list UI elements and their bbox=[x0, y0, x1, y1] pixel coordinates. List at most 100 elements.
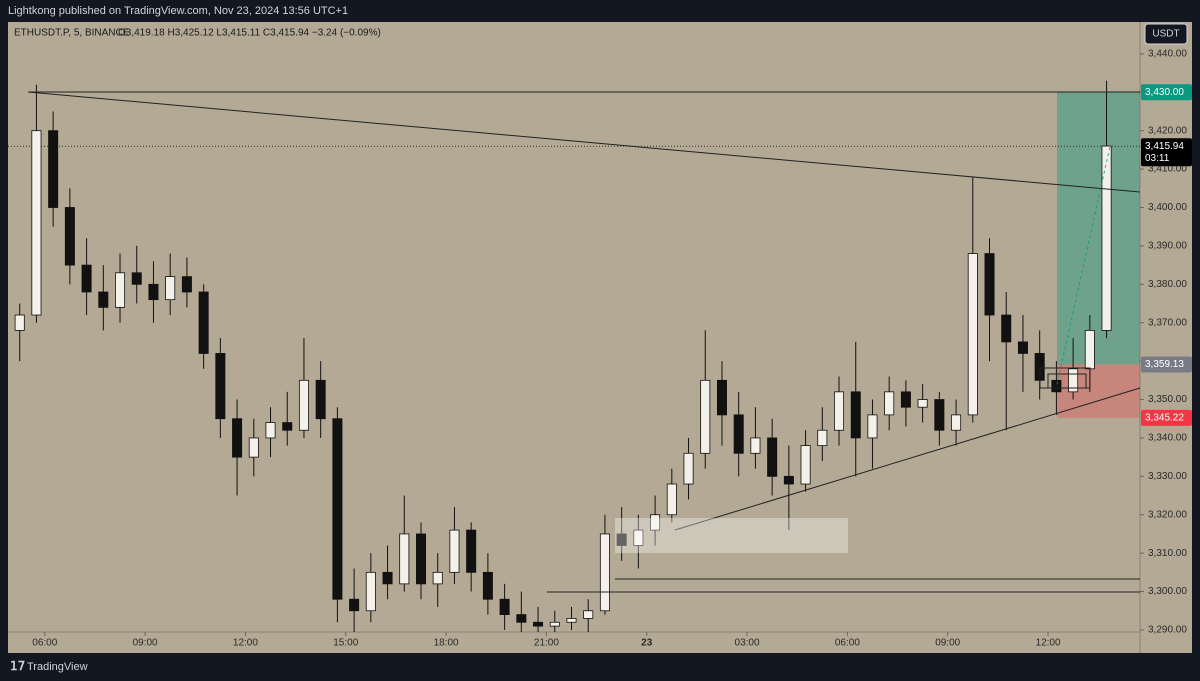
price-label: 3,359.13 bbox=[1145, 359, 1184, 370]
candle-body bbox=[783, 475, 794, 485]
candle bbox=[700, 330, 711, 469]
candle-body bbox=[1084, 329, 1095, 370]
candle-body bbox=[232, 418, 243, 458]
candle-body bbox=[131, 272, 142, 285]
x-tick-label: 18:00 bbox=[434, 638, 459, 649]
candle bbox=[315, 361, 326, 438]
candle-body bbox=[984, 253, 995, 316]
candle bbox=[265, 407, 276, 458]
candle-body bbox=[599, 533, 610, 612]
candle-body bbox=[750, 437, 761, 454]
y-tick-label: 3,370.00 bbox=[1148, 317, 1187, 328]
candle bbox=[365, 553, 376, 623]
candle-body bbox=[382, 571, 393, 585]
price-label: 3,345.22 bbox=[1145, 413, 1184, 424]
candle bbox=[884, 376, 895, 431]
candle bbox=[64, 188, 75, 285]
candle bbox=[683, 437, 694, 500]
y-tick-label: 3,380.00 bbox=[1148, 279, 1187, 290]
candle bbox=[984, 238, 995, 362]
box bbox=[1047, 373, 1087, 389]
y-tick-label: 3,350.00 bbox=[1148, 394, 1187, 405]
currency-button[interactable] bbox=[1144, 23, 1188, 45]
candle-body bbox=[215, 353, 226, 420]
candle-body bbox=[884, 391, 895, 416]
candle bbox=[566, 606, 577, 630]
candle-body bbox=[315, 379, 326, 420]
candle bbox=[817, 407, 828, 461]
candle-body bbox=[834, 391, 845, 431]
candle bbox=[332, 407, 343, 623]
candle-body bbox=[365, 571, 376, 612]
candle bbox=[248, 418, 259, 477]
candle bbox=[48, 111, 59, 227]
candle bbox=[298, 338, 309, 438]
candle-body bbox=[1017, 341, 1028, 354]
candle-body bbox=[148, 283, 159, 301]
candle bbox=[917, 384, 928, 423]
candle bbox=[115, 253, 126, 323]
candle-body bbox=[951, 414, 962, 431]
candle bbox=[14, 303, 25, 362]
candle bbox=[934, 391, 945, 446]
candle-body bbox=[633, 529, 644, 546]
x-tick-label: 12:00 bbox=[1036, 638, 1061, 649]
candle-body bbox=[817, 429, 828, 447]
candle-body bbox=[934, 399, 945, 431]
candle-body bbox=[482, 571, 493, 600]
candle-body bbox=[165, 276, 176, 301]
candle bbox=[633, 514, 644, 569]
candle bbox=[650, 495, 661, 546]
candle-body bbox=[14, 314, 25, 331]
candle-body bbox=[733, 414, 744, 454]
candle-body bbox=[867, 414, 878, 439]
candle-body bbox=[499, 598, 510, 615]
price-label: 3,430.00 bbox=[1145, 87, 1184, 98]
y-tick-label: 3,390.00 bbox=[1148, 241, 1187, 252]
candle-body bbox=[666, 483, 677, 516]
candle bbox=[432, 553, 443, 607]
candle-body bbox=[31, 130, 42, 316]
candle bbox=[482, 553, 493, 615]
candle-body bbox=[716, 379, 727, 416]
candle-body bbox=[81, 264, 92, 293]
candle bbox=[549, 610, 560, 632]
candle bbox=[181, 257, 192, 308]
candle bbox=[867, 399, 878, 469]
candle-body bbox=[917, 399, 928, 408]
candle-body bbox=[282, 422, 293, 431]
ohlc-legend: O3,419.18 H3,425.12 L3,415.11 C3,415.94 … bbox=[118, 28, 381, 39]
candle-body bbox=[248, 437, 259, 458]
candle-body bbox=[466, 529, 477, 573]
y-tick-label: 3,300.00 bbox=[1148, 586, 1187, 597]
y-tick-label: 3,310.00 bbox=[1148, 548, 1187, 559]
candle bbox=[1001, 291, 1012, 431]
candle bbox=[1017, 315, 1028, 392]
trend-line bbox=[674, 387, 1141, 531]
candle bbox=[382, 545, 393, 600]
target-path bbox=[1056, 146, 1111, 385]
plot-bg bbox=[8, 22, 1140, 653]
candle bbox=[666, 468, 677, 523]
candle-body bbox=[683, 452, 694, 485]
candle bbox=[148, 261, 159, 323]
y-tick-label: 3,340.00 bbox=[1148, 433, 1187, 444]
x-tick-label: 23 bbox=[641, 638, 653, 649]
candle bbox=[767, 418, 778, 496]
candle-body bbox=[767, 437, 778, 477]
candle-body bbox=[549, 621, 560, 627]
candle bbox=[416, 522, 427, 600]
candle bbox=[349, 568, 360, 632]
price-label: 3,415.94 bbox=[1145, 141, 1184, 152]
candle bbox=[215, 338, 226, 438]
candle bbox=[967, 176, 978, 423]
candle bbox=[499, 583, 510, 630]
price-axis-bg bbox=[1140, 22, 1192, 653]
candle-body bbox=[1051, 379, 1062, 393]
candle bbox=[599, 514, 610, 615]
x-tick-label: 06:00 bbox=[32, 638, 57, 649]
y-tick-label: 3,440.00 bbox=[1148, 49, 1187, 60]
candle-body bbox=[1068, 368, 1079, 393]
